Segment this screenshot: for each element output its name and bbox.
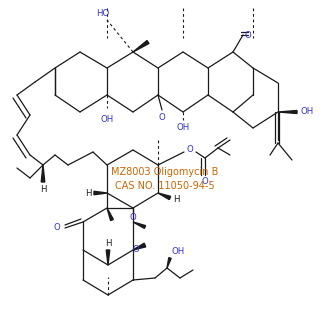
Text: OH: OH <box>300 108 314 117</box>
Polygon shape <box>133 222 146 228</box>
Text: O: O <box>202 177 208 186</box>
Text: O: O <box>159 112 165 122</box>
Polygon shape <box>133 40 149 52</box>
Polygon shape <box>94 191 107 195</box>
Text: O: O <box>133 246 139 254</box>
Text: H: H <box>85 189 91 198</box>
Text: H: H <box>40 184 46 193</box>
Text: OH: OH <box>100 115 113 124</box>
Polygon shape <box>107 208 113 221</box>
Text: O: O <box>245 30 251 40</box>
Text: H: H <box>173 195 179 204</box>
Text: MZ8003 Oligomycin B: MZ8003 Oligomycin B <box>111 167 219 177</box>
Text: O: O <box>130 213 136 222</box>
Text: OH: OH <box>176 123 190 133</box>
Polygon shape <box>133 243 146 250</box>
Text: H: H <box>105 239 111 249</box>
Text: O: O <box>53 224 60 233</box>
Polygon shape <box>167 258 171 268</box>
Text: O: O <box>187 145 194 155</box>
Polygon shape <box>106 250 110 265</box>
Polygon shape <box>158 193 171 200</box>
Text: CAS NO. 11050-94-5: CAS NO. 11050-94-5 <box>115 181 215 191</box>
Polygon shape <box>41 165 45 182</box>
Text: OH: OH <box>171 248 185 257</box>
Text: HO: HO <box>96 8 110 17</box>
Polygon shape <box>278 110 297 113</box>
